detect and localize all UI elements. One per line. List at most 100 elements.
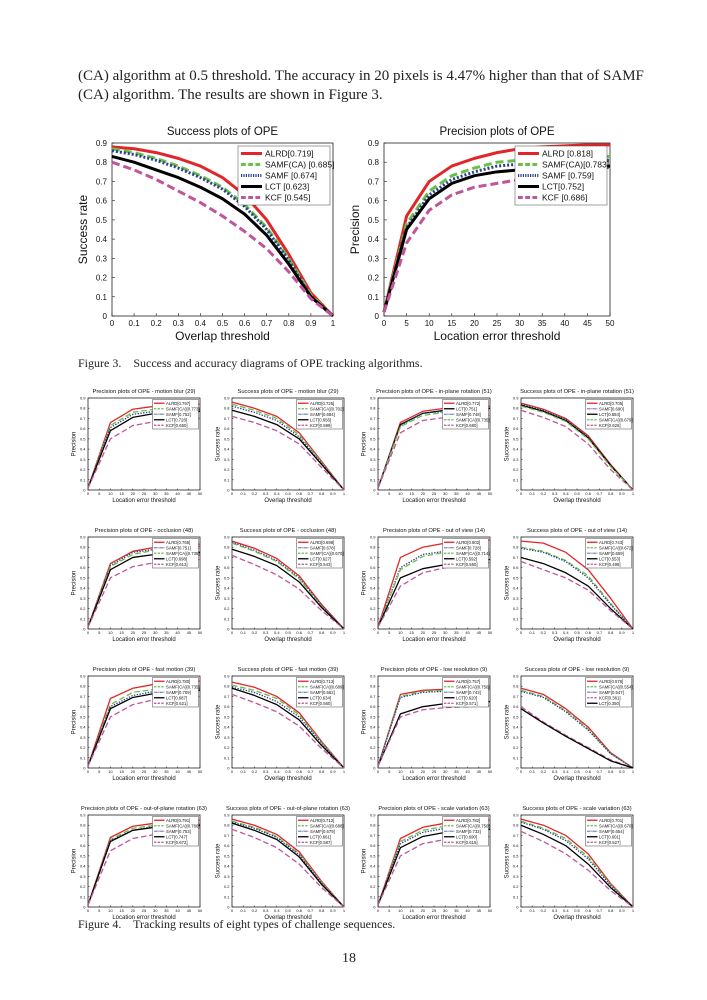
- y-tick-label: 0.2: [224, 745, 230, 750]
- y-tick-label: 0.3: [80, 874, 86, 879]
- series-line: [520, 830, 634, 908]
- y-tick-label: 0.7: [80, 555, 86, 560]
- x-tick-label: 0: [382, 319, 387, 328]
- legend-label: LCT[0.747]: [166, 834, 187, 839]
- y-tick-label: 0.5: [513, 575, 519, 580]
- legend-label: SAMF(CA)[0.750]: [456, 823, 490, 828]
- y-tick-label: 0: [373, 488, 376, 493]
- x-tick-label: 20: [131, 491, 136, 496]
- legend-label: LCT[0.601]: [599, 834, 620, 839]
- y-tick-label: 0.4: [80, 447, 86, 452]
- x-tick-label: 0.8: [283, 319, 295, 328]
- series-line: [377, 823, 491, 906]
- series-line: [520, 820, 634, 908]
- x-axis-label: Overlap threshold: [553, 637, 600, 643]
- legend-label: SAMF[0.662]: [310, 690, 335, 695]
- x-tick-label: 0.7: [597, 769, 603, 774]
- y-tick-label: 0.4: [368, 235, 380, 244]
- legend-label: SAMF(CA)[0.688]: [310, 823, 344, 828]
- x-axis-label: Location error threshold: [402, 637, 465, 643]
- x-tick-label: 0: [231, 769, 234, 774]
- legend-label: SAMF(CA)[0.702]: [310, 406, 344, 411]
- x-tick-label: 35: [164, 908, 169, 913]
- y-tick-label: 0.2: [224, 884, 230, 889]
- x-tick-label: 0.2: [252, 908, 258, 913]
- series-line: [520, 689, 634, 769]
- x-tick-label: 0.6: [585, 630, 591, 635]
- x-tick-label: 0: [520, 491, 523, 496]
- y-tick-label: 0.8: [513, 684, 519, 689]
- x-tick-label: 45: [187, 630, 192, 635]
- y-tick-label: 0.5: [513, 436, 519, 441]
- series-line: [520, 708, 634, 769]
- x-tick-label: 15: [409, 630, 414, 635]
- x-tick-label: 0.3: [552, 769, 558, 774]
- series-line: [382, 174, 610, 313]
- y-tick-label: 0.8: [96, 158, 108, 167]
- y-tick-label: 0.8: [368, 158, 380, 167]
- x-tick-label: 20: [131, 630, 136, 635]
- chart-title: Precision plots of OPE - low resolution …: [381, 667, 488, 673]
- legend-label: KCF[0.626]: [599, 423, 621, 428]
- series-line: [87, 406, 201, 489]
- x-tick-label: 15: [409, 491, 414, 496]
- y-tick-label: 0.1: [370, 755, 376, 760]
- legend-label: ALRD[0.743]: [599, 540, 623, 545]
- x-tick-label: 40: [175, 769, 180, 774]
- y-tick-label: 0.4: [370, 864, 376, 869]
- x-axis-label: Location error threshold: [402, 498, 465, 504]
- legend-label: LCT[0.752]: [542, 182, 584, 192]
- x-tick-label: 0.5: [574, 491, 580, 496]
- y-tick-label: 0: [227, 766, 230, 771]
- y-tick-label: 0.7: [370, 555, 376, 560]
- x-tick-label: 0.8: [608, 491, 614, 496]
- x-tick-label: 45: [477, 769, 482, 774]
- legend-label: LCT[0.690]: [456, 834, 477, 839]
- y-tick-label: 0: [373, 627, 376, 632]
- chart: Success plots of OPE 0 0.1 0.2 0.3 0.4 0.5 0.6 0…: [76, 126, 336, 343]
- y-tick-label: 0.1: [80, 477, 86, 482]
- y-tick-label: 0.9: [80, 813, 86, 818]
- x-tick-label: 0.6: [585, 908, 591, 913]
- x-tick-label: 30: [443, 908, 448, 913]
- series-line: [231, 415, 345, 491]
- legend-label: LCT[0.627]: [310, 556, 331, 561]
- chart-title: Precision plots of OPE - occlusion (48): [95, 528, 194, 534]
- x-tick-label: 0.7: [597, 491, 603, 496]
- series-line: [231, 828, 345, 908]
- y-axis-label: Precision: [362, 432, 368, 457]
- page-number: 18: [342, 951, 356, 966]
- y-tick-label: 0.1: [513, 616, 519, 621]
- x-tick-label: 0: [377, 630, 380, 635]
- legend-label: LCT[0.698]: [166, 556, 187, 561]
- legend-label: ALRD[0.719]: [265, 149, 314, 159]
- y-tick-label: 0.4: [80, 864, 86, 869]
- y-tick-label: 0.6: [224, 843, 230, 848]
- y-tick-label: 0.7: [513, 833, 519, 838]
- y-tick-label: 0.2: [80, 606, 86, 611]
- y-tick-label: 0.6: [513, 565, 519, 570]
- x-tick-label: 25: [432, 769, 437, 774]
- x-tick-label: 0: [377, 491, 380, 496]
- x-axis-label: Overlap threshold: [264, 498, 311, 504]
- x-tick-label: 0: [377, 908, 380, 913]
- y-tick-label: 0.6: [513, 843, 519, 848]
- legend-label: LCT[0.661]: [310, 834, 331, 839]
- x-tick-label: 10: [108, 769, 113, 774]
- y-tick-label: 0.3: [96, 254, 108, 263]
- y-tick-label: 0: [373, 905, 376, 910]
- x-tick-label: 25: [432, 908, 437, 913]
- y-tick-label: 0.5: [368, 216, 380, 225]
- x-tick-label: 0.8: [319, 769, 325, 774]
- x-tick-label: 0.1: [129, 319, 141, 328]
- legend-label: LCT[0.687]: [166, 695, 187, 700]
- x-tick-label: 0.6: [585, 769, 591, 774]
- y-tick-label: 0.5: [370, 853, 376, 858]
- legend-label: SAMF(CA)[0.783]: [542, 160, 609, 170]
- x-tick-label: 0.1: [529, 630, 535, 635]
- x-tick-label: 45: [477, 491, 482, 496]
- y-tick-label: 0.3: [370, 457, 376, 462]
- chart: Success plots of OPE - motion blur (29) 0…: [216, 389, 346, 504]
- y-axis-label: Success rate: [76, 194, 90, 264]
- x-tick-label: 1: [632, 908, 635, 913]
